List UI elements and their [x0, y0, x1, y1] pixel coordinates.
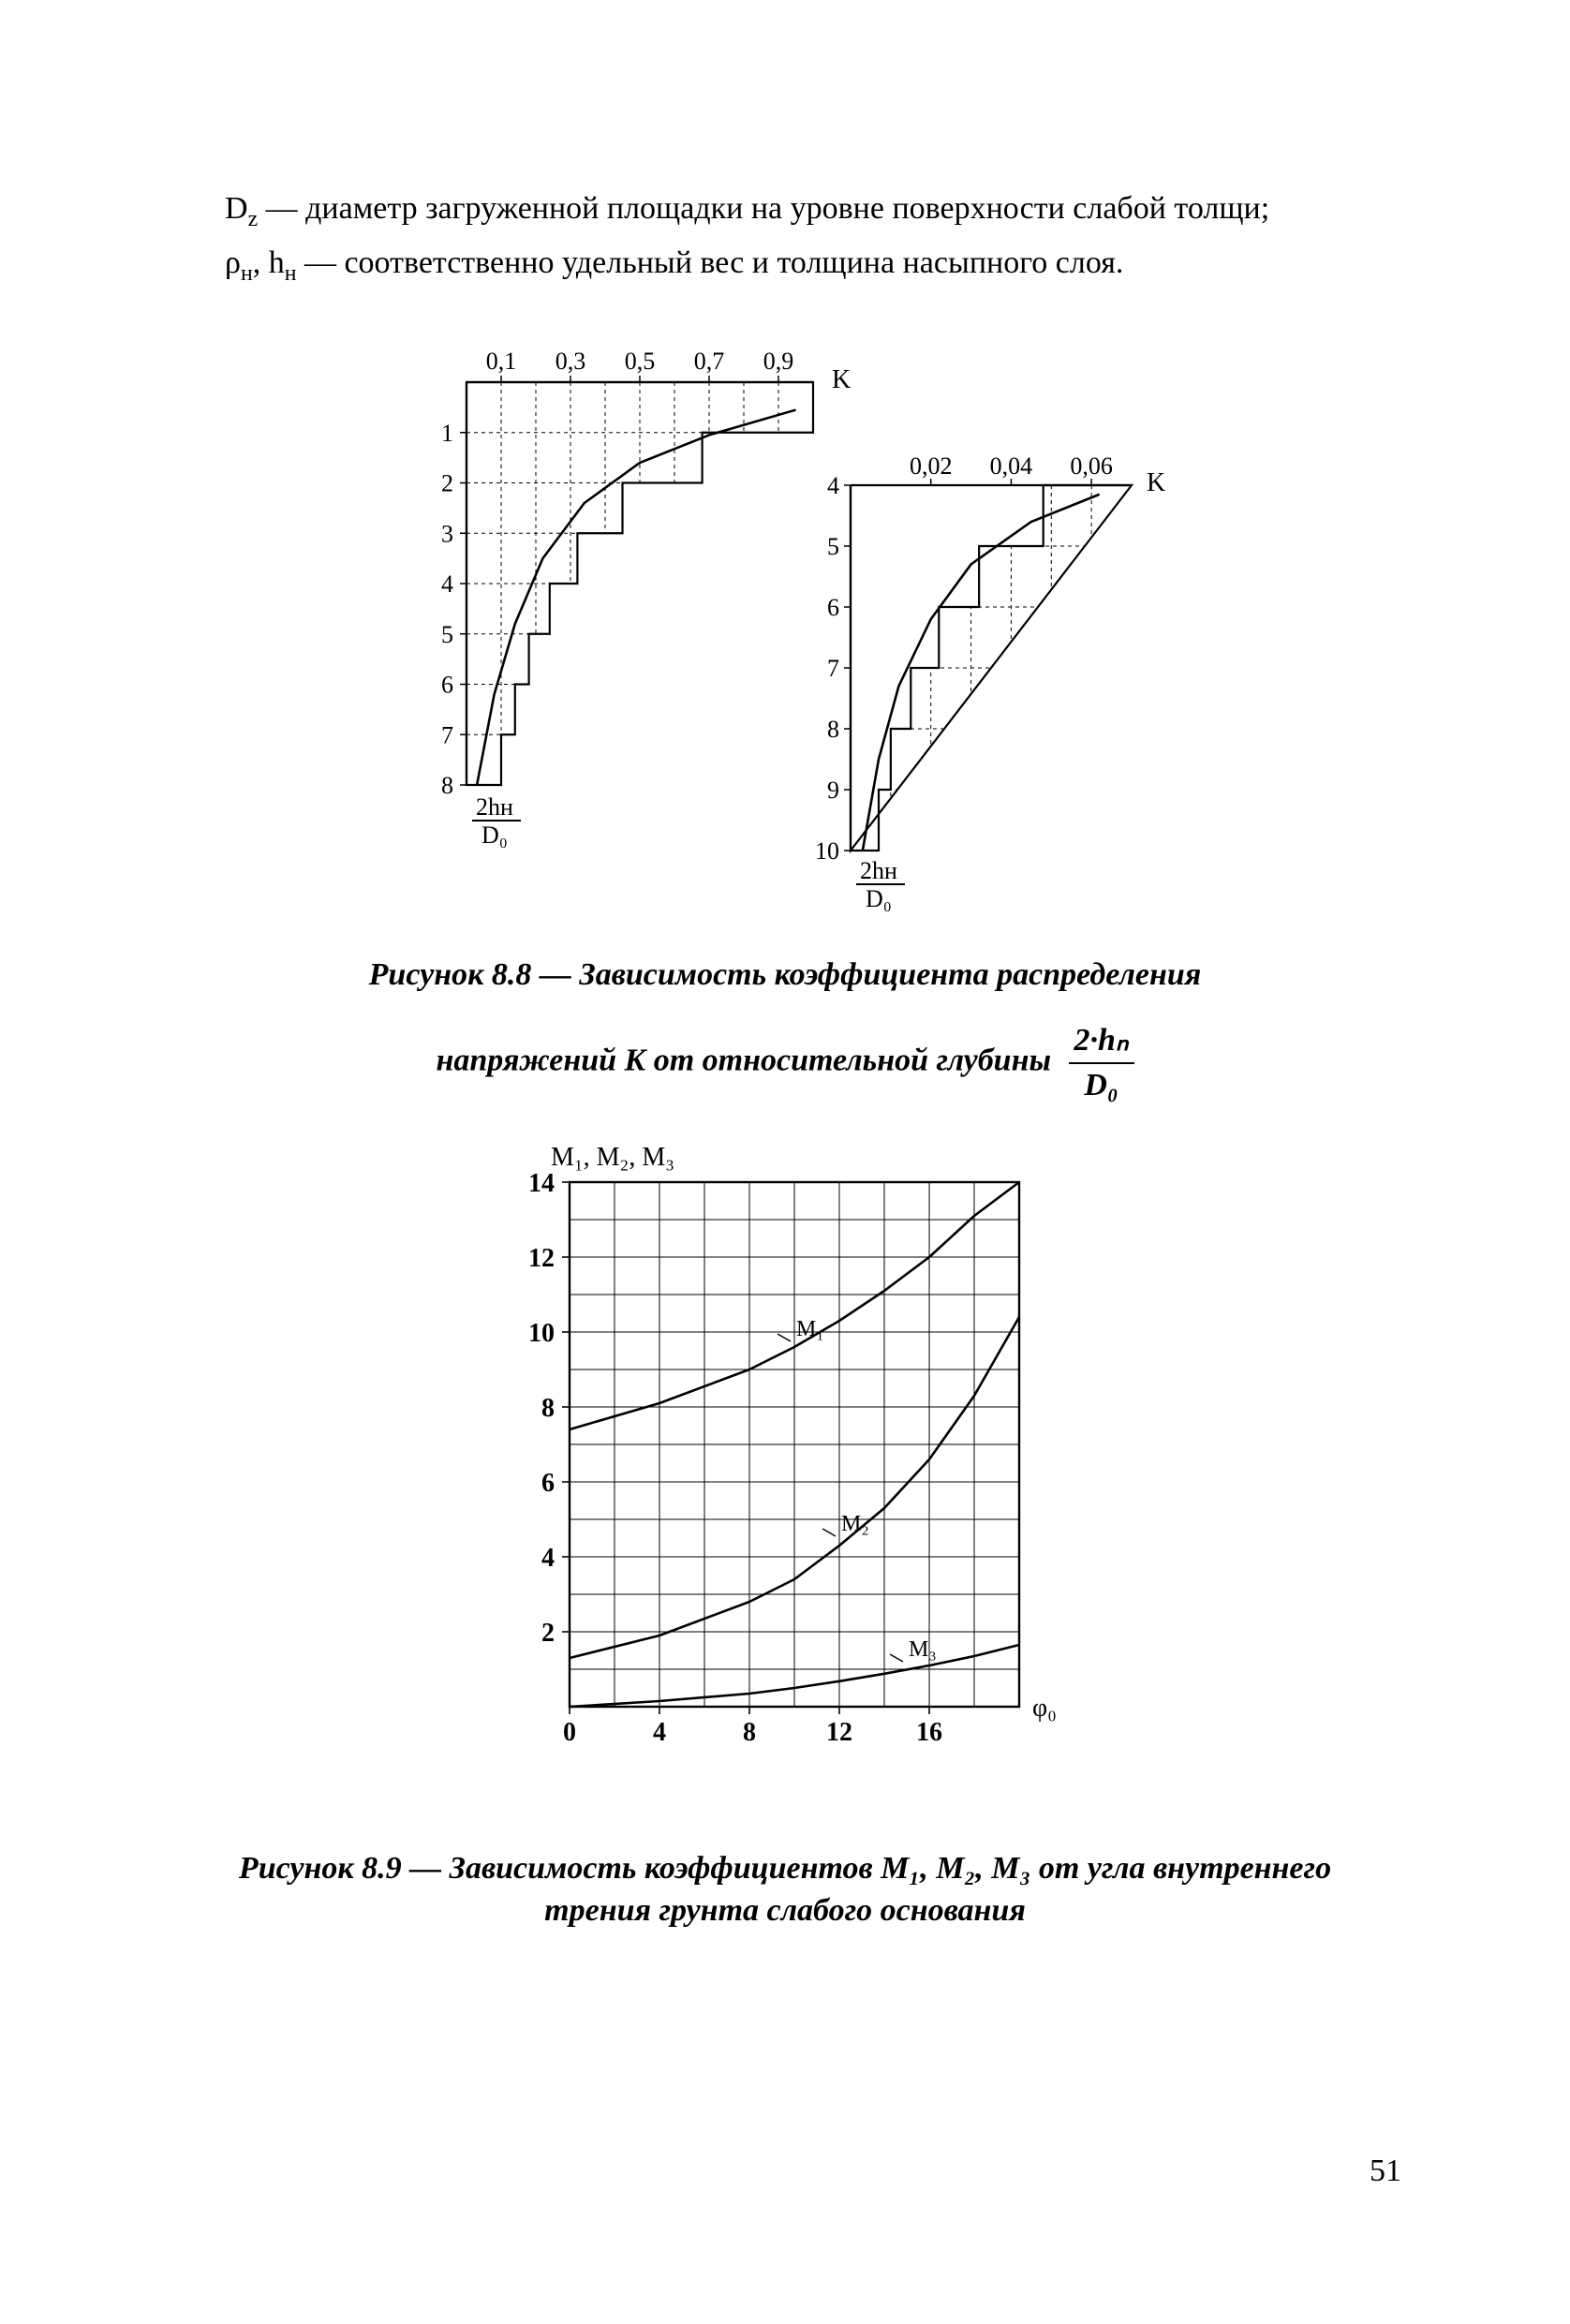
svg-text:2hн: 2hн — [860, 857, 897, 884]
page-number: 51 — [1370, 2150, 1401, 2193]
figure-8-8: 0,10,30,50,70,912345678K2hнD₀0,020,040,0… — [150, 326, 1420, 925]
svg-text:M₁: M₁ — [796, 1317, 824, 1341]
definition-rho-h: ρн, hн — соответственно удельный вес и т… — [150, 242, 1420, 289]
figure-8-8-svg: 0,10,30,50,70,912345678K2hнD₀0,020,040,0… — [363, 326, 1207, 925]
svg-text:3: 3 — [441, 520, 453, 547]
svg-text:M₂: M₂ — [841, 1512, 869, 1536]
svg-text:1: 1 — [441, 420, 453, 447]
symbol-D: D — [225, 191, 248, 226]
svg-text:6: 6 — [541, 1469, 555, 1498]
fraction-num: 2·hₙ — [1069, 1019, 1134, 1064]
def-rho-h-text: — соответственно удельный вес и толщина … — [296, 245, 1123, 280]
svg-text:6: 6 — [441, 671, 453, 698]
figure-8-8-caption: Рисунок 8.8 — Зависимость коэффициента р… — [223, 954, 1347, 1107]
svg-text:4: 4 — [541, 1544, 555, 1573]
fraction-den: D₀ — [1069, 1064, 1134, 1107]
svg-text:12: 12 — [528, 1244, 555, 1273]
svg-text:4: 4 — [653, 1718, 666, 1747]
figure-8-9-svg: M₁ M₂ M₃ 0 4 8 12 16 2 4 6 8 10 12 14M₁, M₂, M₃ φ₀ — [448, 1117, 1122, 1791]
svg-text:D₀: D₀ — [866, 885, 892, 912]
svg-text:8: 8 — [441, 772, 453, 799]
svg-text:10: 10 — [815, 837, 839, 865]
svg-text:2: 2 — [541, 1619, 555, 1648]
svg-text:K: K — [1147, 468, 1165, 497]
svg-text:7: 7 — [827, 655, 839, 682]
caption-8-8-line2: напряжений K от относительной глубины 2·… — [223, 1019, 1347, 1107]
svg-text:0,02: 0,02 — [910, 452, 953, 480]
comma-h: , h — [253, 245, 285, 280]
svg-text:5: 5 — [441, 621, 453, 648]
subscript-n1: н — [241, 261, 253, 286]
def-dz-text: — диаметр загруженной площадки на уровне… — [258, 191, 1269, 226]
svg-text:10: 10 — [528, 1319, 555, 1348]
svg-text:2hн: 2hн — [476, 793, 513, 821]
svg-text:D₀: D₀ — [481, 822, 508, 849]
svg-text:0: 0 — [563, 1718, 576, 1747]
svg-text:8: 8 — [827, 716, 839, 743]
svg-text:4: 4 — [827, 472, 839, 499]
symbol-rho: ρ — [225, 245, 241, 280]
svg-text:6: 6 — [827, 594, 839, 621]
svg-text:φ₀: φ₀ — [1032, 1694, 1057, 1723]
svg-text:5: 5 — [827, 533, 839, 560]
svg-text:0,3: 0,3 — [555, 348, 586, 375]
figure-8-9-caption: Рисунок 8.9 — Зависимость коэффициентов … — [223, 1847, 1347, 1933]
svg-text:4: 4 — [441, 570, 453, 598]
svg-text:16: 16 — [916, 1718, 942, 1747]
caption-8-9-text: Рисунок 8.9 — Зависимость коэффициентов … — [239, 1851, 1331, 1929]
svg-text:8: 8 — [541, 1394, 555, 1423]
svg-text:0,9: 0,9 — [763, 348, 794, 375]
svg-text:0,04: 0,04 — [990, 452, 1033, 480]
svg-text:0,06: 0,06 — [1070, 452, 1113, 480]
svg-text:0,7: 0,7 — [694, 348, 725, 375]
definition-dz: Dz — диаметр загруженной площадки на уро… — [150, 187, 1420, 234]
subscript-n2: н — [285, 261, 297, 286]
svg-text:M₃: M₃ — [909, 1637, 937, 1662]
svg-text:0,1: 0,1 — [486, 348, 517, 375]
svg-text:9: 9 — [827, 777, 839, 804]
svg-text:0,5: 0,5 — [625, 348, 656, 375]
caption-8-8-line2-text: напряжений K от относительной глубины — [436, 1043, 1051, 1077]
figure-8-9: M₁ M₂ M₃ 0 4 8 12 16 2 4 6 8 10 12 14M₁, M₂, M₃ φ₀ — [150, 1117, 1420, 1791]
svg-text:12: 12 — [826, 1718, 852, 1747]
svg-text:14: 14 — [528, 1169, 555, 1198]
svg-text:2: 2 — [441, 469, 453, 496]
page: Dz — диаметр загруженной площадки на уро… — [0, 0, 1570, 2324]
caption-8-8-fraction: 2·hₙ D₀ — [1069, 1019, 1134, 1107]
svg-text:8: 8 — [743, 1718, 756, 1747]
svg-text:7: 7 — [441, 721, 453, 748]
caption-8-8-line1: Рисунок 8.8 — Зависимость коэффициента р… — [223, 954, 1347, 997]
subscript-z: z — [248, 207, 259, 231]
svg-text:K: K — [832, 365, 851, 394]
svg-text:M₁, M₂, M₃: M₁, M₂, M₃ — [551, 1143, 674, 1172]
